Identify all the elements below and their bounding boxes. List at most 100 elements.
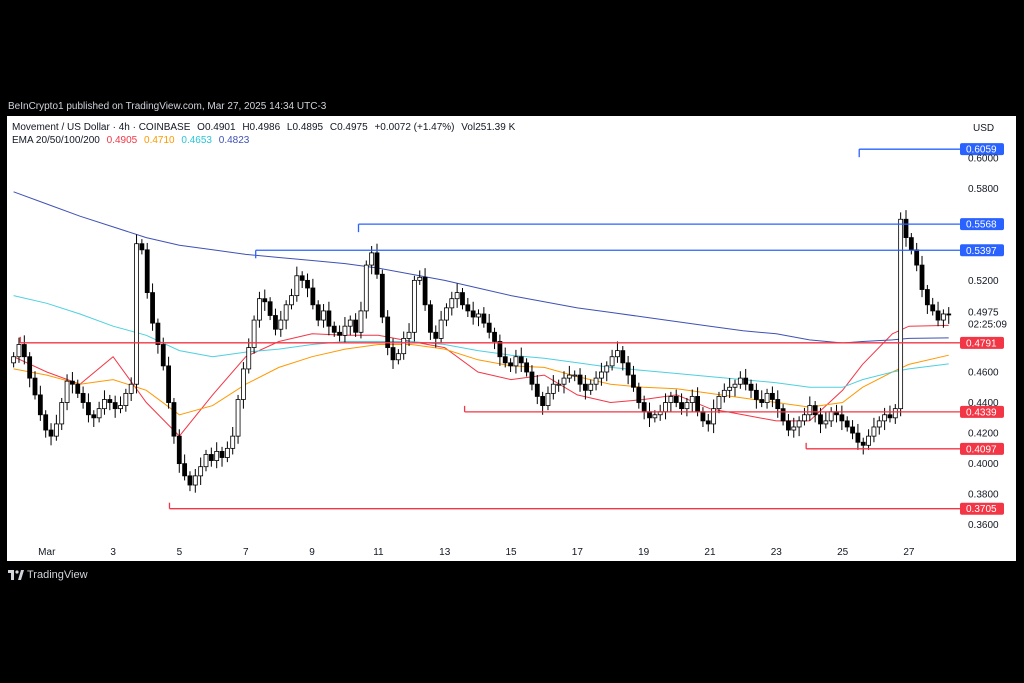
candle-body xyxy=(363,264,369,312)
candle-body xyxy=(96,408,102,419)
candle-body xyxy=(476,313,481,318)
y-tick-label: 0.4400 xyxy=(968,398,999,409)
y-tick-label: 0.4200 xyxy=(968,429,999,440)
resistance-level-3-label: 0.5397 xyxy=(966,246,997,257)
candle-body xyxy=(807,405,813,416)
x-tick-label: 11 xyxy=(373,547,384,558)
candle-body xyxy=(401,337,407,355)
candle-body xyxy=(743,377,749,385)
candle-body xyxy=(91,414,97,419)
candle-body xyxy=(160,344,166,367)
candle-body xyxy=(203,454,209,468)
candle-body xyxy=(123,392,129,406)
candle-body xyxy=(16,344,22,358)
currency-label[interactable]: USD xyxy=(973,123,995,134)
change-value: +0.0072 (+1.47%) xyxy=(374,122,455,133)
support-level-2-label-bg xyxy=(960,405,1004,418)
candle-body xyxy=(241,368,246,400)
candle-body xyxy=(235,399,241,437)
candle-body xyxy=(438,319,444,339)
candle-body xyxy=(641,402,647,413)
candle-body xyxy=(898,218,904,410)
candle-body xyxy=(588,383,594,391)
candle-body xyxy=(609,356,615,367)
candle-body xyxy=(449,298,455,309)
candle-body xyxy=(379,273,385,318)
candle-body xyxy=(518,356,524,364)
candle-body xyxy=(139,243,145,251)
ema100-value: 0.4653 xyxy=(181,135,212,146)
candle-body xyxy=(871,426,877,437)
y-axis: 0.6000 0.5800 0.5200 0.4600 0.4400 0.4200 0.40… xyxy=(968,154,1007,532)
symbol-name[interactable]: Movement / US Dollar · 4h · COINBASE xyxy=(12,122,191,133)
candle-body xyxy=(257,298,262,321)
symbol-legend: Movement / US Dollar · 4h · COINBASE O0.… xyxy=(12,122,519,133)
candle-body xyxy=(695,396,700,413)
candle-body xyxy=(155,322,161,345)
candle-body xyxy=(219,451,225,458)
candle-body xyxy=(631,374,636,388)
candle-body xyxy=(278,319,284,330)
candle-body xyxy=(444,307,449,321)
chart-panel[interactable] xyxy=(7,116,1016,561)
candle-body xyxy=(53,423,59,437)
candle-body xyxy=(892,408,898,419)
candle-body xyxy=(914,249,920,266)
candle-body xyxy=(470,310,476,318)
candle-body xyxy=(80,392,86,403)
candle-body xyxy=(903,218,909,238)
tradingview-icon xyxy=(8,570,24,580)
candle-body xyxy=(513,356,519,367)
candle-body xyxy=(529,371,535,385)
candle-body xyxy=(37,394,43,416)
candle-body xyxy=(668,396,674,403)
ema-label[interactable]: EMA 20/50/100/200 xyxy=(12,135,100,146)
candle-body xyxy=(860,441,866,446)
candle-body xyxy=(759,399,765,403)
candle-body xyxy=(230,435,236,449)
candle-body xyxy=(684,402,690,410)
x-axis: Mar 3 5 7 9 11 13 15 17 19 21 23 25 27 xyxy=(38,547,915,558)
candle-body xyxy=(27,356,33,379)
x-tick-label: 23 xyxy=(771,547,783,558)
candle-body xyxy=(315,304,321,321)
support-level-1-label-bg xyxy=(960,336,1004,349)
candle-body xyxy=(214,451,220,461)
candle-body xyxy=(118,405,123,410)
candle-body xyxy=(246,347,252,370)
x-tick-label: 5 xyxy=(177,547,183,558)
footer-text: TradingView xyxy=(27,569,88,581)
x-tick-label: 13 xyxy=(439,547,451,558)
ema-line-ema200 xyxy=(13,191,949,344)
candle-body xyxy=(310,287,316,306)
publisher-line: BeInCrypto1 published on TradingView.com… xyxy=(8,101,327,112)
candle-body xyxy=(497,341,503,358)
candle-body xyxy=(326,310,332,327)
ema-line-ema100 xyxy=(13,295,949,388)
candle-body xyxy=(866,435,871,446)
candle-body xyxy=(75,383,81,394)
candle-body xyxy=(337,331,342,336)
x-tick-label: 3 xyxy=(110,547,116,558)
candle-body xyxy=(780,408,786,422)
candle-body xyxy=(764,392,770,403)
candle-body xyxy=(748,383,754,391)
x-tick-label: 7 xyxy=(243,547,249,558)
candle-body xyxy=(540,396,546,407)
candle-body xyxy=(716,396,722,410)
candle-body xyxy=(187,475,193,486)
candle-body xyxy=(289,295,294,306)
x-tick-label: 9 xyxy=(309,547,315,558)
candle-body xyxy=(428,304,433,333)
candle-body xyxy=(144,249,150,293)
y-tick-label: 0.4600 xyxy=(968,368,999,379)
candle-body xyxy=(636,386,642,403)
candle-body xyxy=(844,420,850,428)
candle-body xyxy=(128,383,134,394)
candle-body xyxy=(930,304,936,312)
support-level-3-label: 0.4097 xyxy=(966,444,997,455)
y-tick-label: 0.3600 xyxy=(968,520,999,531)
candle-body xyxy=(299,275,305,281)
candle-body xyxy=(786,420,791,431)
